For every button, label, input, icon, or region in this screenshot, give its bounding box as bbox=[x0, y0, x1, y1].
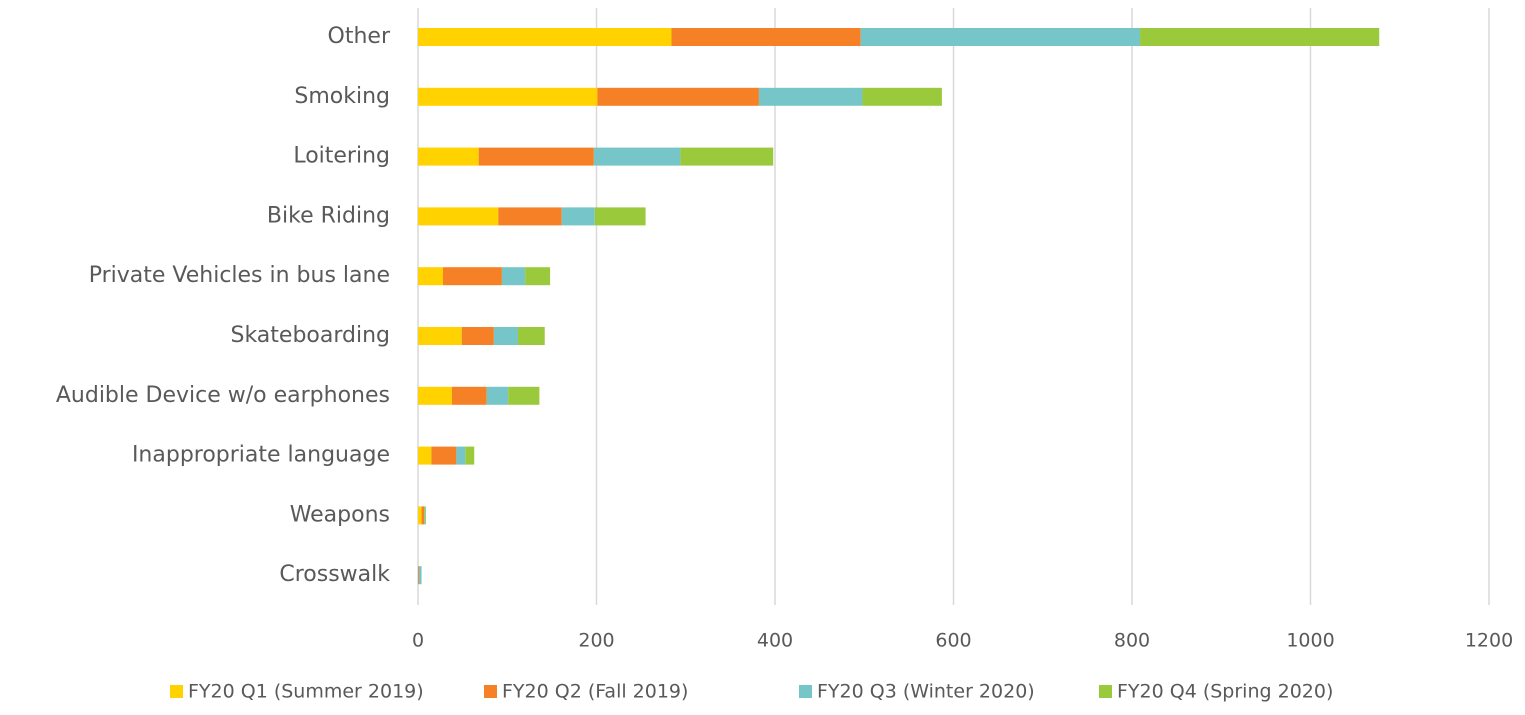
bar-segment bbox=[594, 207, 646, 226]
bar-segment bbox=[456, 446, 466, 465]
bar-segment bbox=[525, 267, 551, 286]
x-tick-label: 800 bbox=[1114, 630, 1150, 652]
bar-segment bbox=[418, 566, 419, 585]
legend-label: FY20 Q2 (Fall 2019) bbox=[502, 681, 688, 703]
legend-label: FY20 Q1 (Summer 2019) bbox=[188, 681, 424, 703]
bar-segment bbox=[501, 267, 526, 286]
y-tick-label: Smoking bbox=[294, 84, 390, 109]
bar-segment bbox=[508, 386, 540, 405]
y-tick-label: Loitering bbox=[293, 144, 390, 169]
bar-segment bbox=[758, 87, 863, 106]
bar-segment bbox=[478, 147, 594, 166]
legend-swatch bbox=[1099, 685, 1112, 698]
legend-label: FY20 Q4 (Spring 2020) bbox=[1117, 681, 1333, 703]
bar-segment bbox=[418, 147, 479, 166]
y-tick-label: Private Vehicles in bus lane bbox=[89, 263, 390, 288]
bar-segment bbox=[671, 28, 861, 46]
bar-segment bbox=[425, 506, 427, 525]
x-tick-label: 600 bbox=[935, 630, 971, 652]
legend-swatch bbox=[170, 685, 183, 698]
bar-segment bbox=[418, 267, 443, 286]
y-tick-label: Weapons bbox=[290, 502, 390, 527]
bar-segment bbox=[431, 446, 457, 465]
bar-segment bbox=[593, 147, 681, 166]
legend-label: FY20 Q3 (Winter 2020) bbox=[817, 681, 1035, 703]
y-tick-label: Crosswalk bbox=[279, 562, 390, 587]
y-tick-label: Other bbox=[328, 24, 391, 49]
bar-segment bbox=[418, 87, 598, 106]
bar-segment bbox=[493, 327, 518, 345]
bar-segment bbox=[862, 87, 942, 106]
bar-segment bbox=[597, 87, 759, 106]
x-tick-label: 1000 bbox=[1286, 630, 1334, 652]
bar-segment bbox=[517, 327, 545, 345]
legend-swatch bbox=[799, 685, 812, 698]
bar-segment bbox=[418, 327, 462, 345]
bar-segment bbox=[418, 506, 422, 525]
bar-segment bbox=[561, 207, 595, 226]
bar-segment bbox=[418, 28, 672, 46]
bar-segment bbox=[465, 446, 475, 465]
bar-segment bbox=[1140, 28, 1380, 46]
bar-segment bbox=[680, 147, 774, 166]
y-tick-label: Skateboarding bbox=[230, 323, 390, 348]
x-tick-label: 400 bbox=[757, 630, 793, 652]
bar-segment bbox=[418, 446, 432, 465]
bar-segment bbox=[860, 28, 1141, 46]
legend-swatch bbox=[484, 685, 497, 698]
bar-segment bbox=[421, 506, 425, 525]
bar-segment bbox=[418, 386, 452, 405]
bar-segment bbox=[486, 386, 509, 405]
y-tick-label: Bike Riding bbox=[267, 203, 390, 228]
bar-segment bbox=[424, 506, 426, 525]
bar-segment bbox=[418, 207, 499, 226]
x-tick-label: 200 bbox=[578, 630, 614, 652]
x-tick-label: 1200 bbox=[1465, 630, 1513, 652]
bar-segment bbox=[418, 566, 422, 585]
bar-segment bbox=[461, 327, 494, 345]
y-tick-label: Audible Device w/o earphones bbox=[56, 383, 390, 408]
bar-segment bbox=[442, 267, 502, 286]
y-tick-label: Inappropriate language bbox=[132, 443, 390, 468]
bar-segment bbox=[451, 386, 487, 405]
bar-segment bbox=[498, 207, 562, 226]
x-tick-label: 0 bbox=[412, 630, 424, 652]
